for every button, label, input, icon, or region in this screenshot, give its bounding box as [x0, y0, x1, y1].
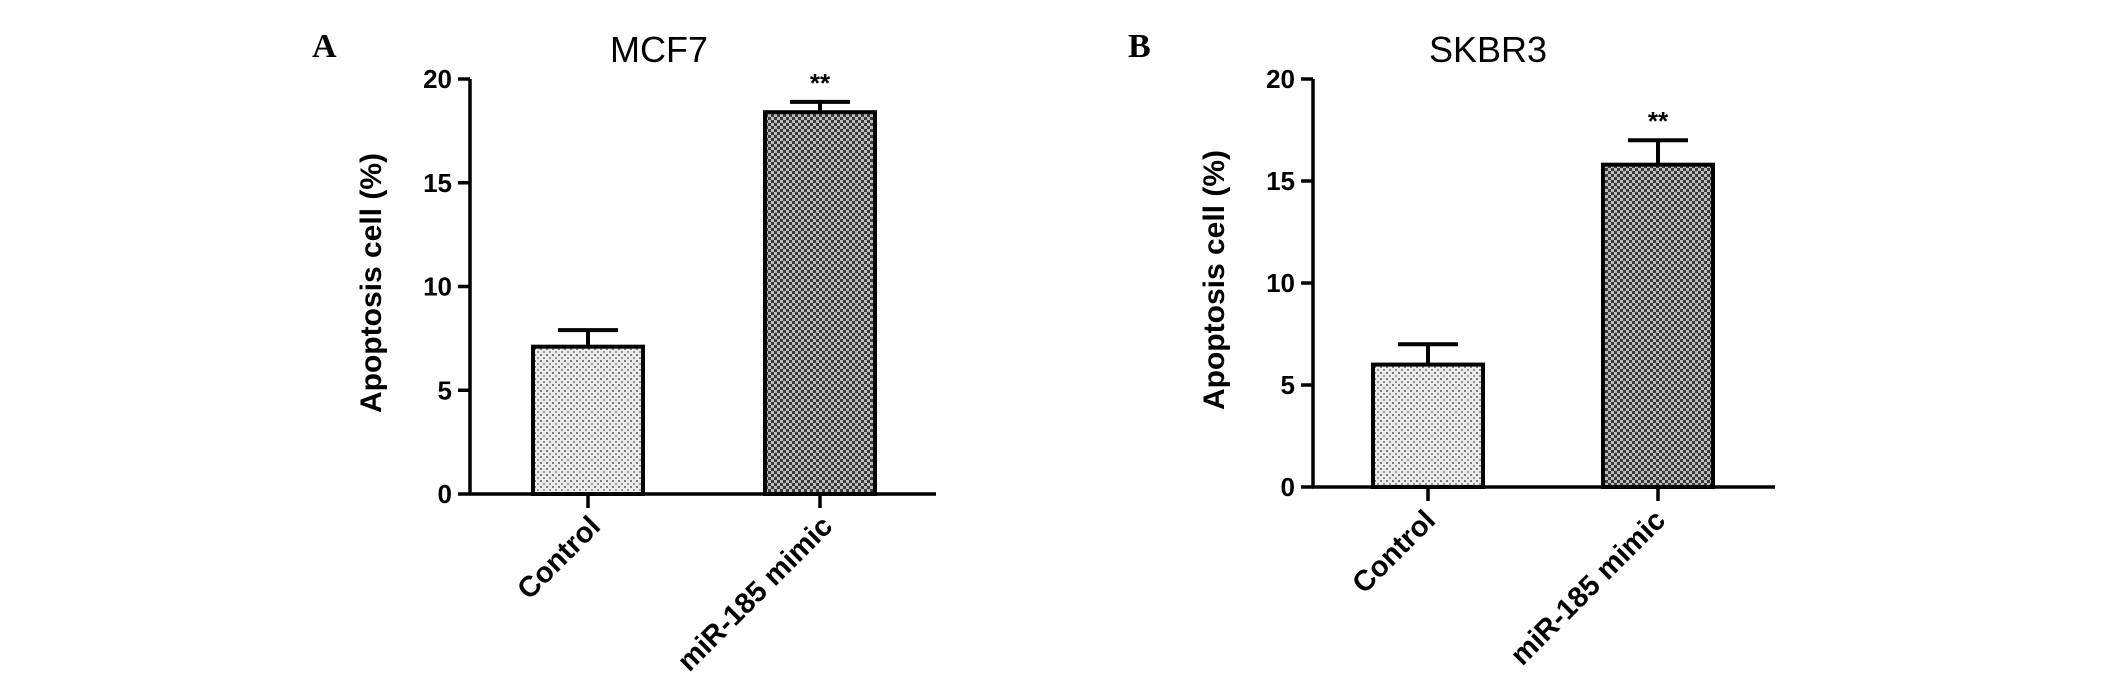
x-category-label: Control	[511, 510, 607, 606]
panel-letter: A	[312, 28, 337, 65]
bar	[763, 110, 877, 496]
y-tick-label: 15	[423, 168, 452, 198]
y-tick-label: 15	[1266, 166, 1295, 196]
chart-panel-b: B SKBR3 Apoptosis cell (%) ** 0 5 10 15 20 Co…	[1128, 28, 1775, 672]
significance-label: **	[1648, 106, 1669, 136]
panel-letter: B	[1128, 28, 1151, 65]
chart-title: SKBR3	[1429, 29, 1547, 70]
y-tick-label: 20	[1266, 64, 1295, 94]
y-tick-label: 5	[1281, 370, 1295, 400]
bar	[1601, 162, 1715, 489]
y-tick-label: 10	[1266, 268, 1295, 298]
y-axis-label: Apoptosis cell (%)	[355, 153, 388, 413]
x-category-label: miR-185 mimic	[1505, 504, 1672, 671]
bar	[1371, 362, 1485, 490]
x-category-label: Control	[1346, 504, 1442, 600]
chart-marks: ** 0 5 10 15 20	[423, 64, 936, 509]
y-tick-label: 20	[423, 64, 452, 94]
bar	[531, 344, 645, 496]
chart-title: MCF7	[610, 29, 708, 70]
y-tick-label: 5	[438, 375, 452, 405]
y-axis-label: Apoptosis cell (%)	[1198, 150, 1231, 410]
x-category-label: miR-185 mimic	[672, 510, 839, 677]
y-tick-label: 0	[1281, 472, 1295, 502]
significance-label: **	[810, 68, 831, 98]
y-tick-label: 0	[438, 479, 452, 509]
chart-panel-a: A MCF7 Apoptosis cell (%) ** 0 5 10 15 20 Con…	[312, 28, 936, 678]
y-tick-label: 10	[423, 272, 452, 302]
chart-marks: ** 0 5 10 15 20	[1266, 64, 1775, 502]
